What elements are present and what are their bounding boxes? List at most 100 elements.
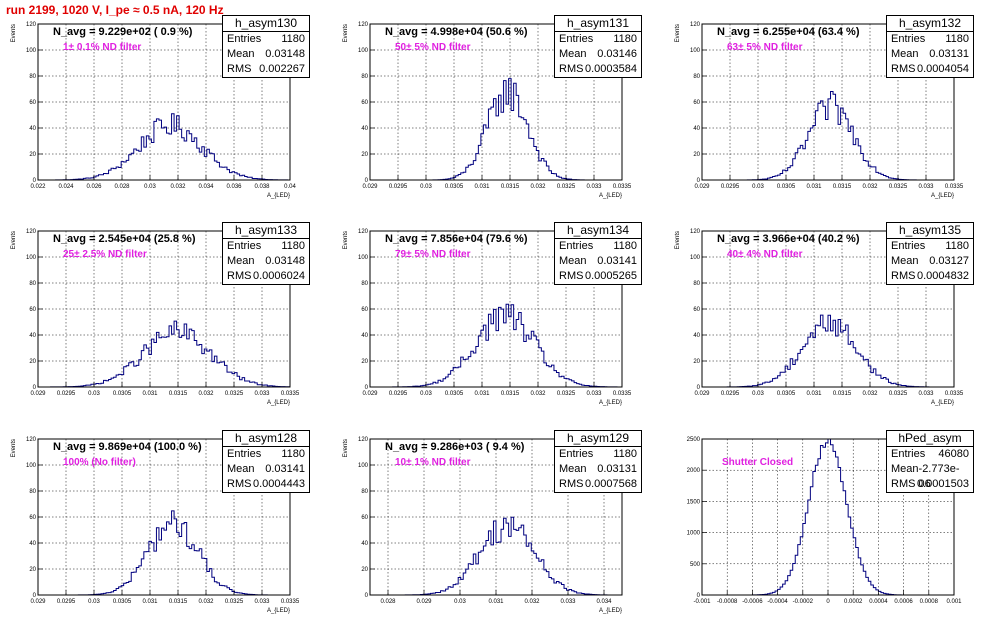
x-tick-label: 0.04 xyxy=(284,184,296,190)
x-tick-label: 0.029 xyxy=(362,391,378,397)
x-tick-label: 0.0006 xyxy=(894,599,913,605)
x-tick-label: 0.0305 xyxy=(113,391,132,397)
y-tick-label: 20 xyxy=(361,359,368,365)
histogram-panel: 0.028 0.029 0.03 0.031 0.032 0.033 0.034 0 20 40 6… xyxy=(332,415,664,622)
navg-label: N_avg = 9.229e+02 ( 0.9 %) xyxy=(53,26,193,38)
stats-row: Entries 46080 xyxy=(887,447,973,462)
y-tick-label: 0 xyxy=(697,593,701,599)
stats-row: Entries 1180 xyxy=(223,32,309,47)
x-tick-label: 0.0305 xyxy=(445,391,464,397)
stats-key: Mean xyxy=(559,255,587,267)
y-axis-title: Events xyxy=(11,24,17,42)
histogram-panel: 0.029 0.0295 0.03 0.0305 0.031 0.0315 0.032 0.0… xyxy=(0,415,332,622)
x-tick-label: 0.0305 xyxy=(777,391,796,397)
stats-row: Entries 1180 xyxy=(555,32,641,47)
y-tick-label: 80 xyxy=(693,74,700,80)
navg-label: N_avg = 9.869e+04 (100.0 %) xyxy=(53,441,202,453)
x-axis-title: A_{LED} xyxy=(267,193,290,199)
x-tick-label: 0.0325 xyxy=(557,184,576,190)
stats-box-title: h_asym130 xyxy=(223,16,309,32)
x-tick-label: 0.0305 xyxy=(113,599,132,605)
y-tick-label: 80 xyxy=(693,281,700,287)
x-tick-label: 0.028 xyxy=(380,599,396,605)
stats-value: 1180 xyxy=(613,33,637,45)
x-tick-label: 0.0315 xyxy=(501,391,520,397)
x-tick-label: 0.03 xyxy=(88,599,100,605)
stats-row: Mean 0.03131 xyxy=(887,47,973,62)
navg-label: N_avg = 6.255e+04 (63.4 %) xyxy=(717,26,860,38)
x-tick-label: 0.0315 xyxy=(833,184,852,190)
histogram-plot: -0.001 -0.0008 -0.0006 -0.0004 -0.0002 0 0.000… xyxy=(687,437,963,605)
y-axis-title: Events xyxy=(675,231,681,249)
stats-key: Mean xyxy=(559,463,587,475)
stats-box-title: h_asym133 xyxy=(223,223,309,239)
y-tick-label: 60 xyxy=(29,307,36,313)
histogram-panel: 0.029 0.0295 0.03 0.0305 0.031 0.0315 0.032 0.0… xyxy=(664,0,996,207)
y-tick-label: 60 xyxy=(693,100,700,106)
stats-row: RMS 0.0004054 xyxy=(887,62,973,77)
stats-value: 1180 xyxy=(281,240,305,252)
stats-key: Entries xyxy=(559,448,594,460)
x-tick-label: 0.0325 xyxy=(889,184,908,190)
y-tick-label: 80 xyxy=(361,74,368,80)
x-tick-label: 0 xyxy=(826,599,830,605)
y-tick-label: 120 xyxy=(690,22,701,28)
filter-label: Shutter Closed xyxy=(722,457,794,468)
x-axis-title: A_{LED} xyxy=(931,193,954,199)
x-tick-label: 0.03 xyxy=(144,184,156,190)
y-tick-label: 40 xyxy=(361,541,368,547)
stats-key: Entries xyxy=(891,240,926,252)
x-tick-label: 0.029 xyxy=(694,184,710,190)
x-tick-label: 0.038 xyxy=(254,184,270,190)
stats-key: RMS xyxy=(891,478,916,490)
y-tick-label: 0 xyxy=(697,385,701,391)
stats-value: 0.03146 xyxy=(597,48,637,60)
x-tick-label: 0.032 xyxy=(862,391,878,397)
x-tick-label: 0.0295 xyxy=(389,184,408,190)
y-tick-label: 0 xyxy=(365,385,369,391)
x-tick-label: 0.03 xyxy=(420,391,432,397)
x-tick-label: 0.0305 xyxy=(445,184,464,190)
y-tick-label: 40 xyxy=(29,541,36,547)
stats-key: Entries xyxy=(227,33,262,45)
x-tick-label: 0.0315 xyxy=(169,391,188,397)
navg-label: N_avg = 9.286e+03 ( 9.4 %) xyxy=(385,441,525,453)
stats-box-title: h_asym135 xyxy=(887,223,973,239)
stats-key: Mean xyxy=(559,48,587,60)
x-tick-label: 0.0325 xyxy=(889,391,908,397)
stats-value: 0.03131 xyxy=(929,48,969,60)
y-tick-label: 120 xyxy=(358,22,369,28)
y-tick-label: 60 xyxy=(29,515,36,521)
stats-key: RMS xyxy=(227,478,252,490)
x-tick-label: 0.03 xyxy=(88,391,100,397)
x-tick-label: 0.0325 xyxy=(557,391,576,397)
x-tick-label: 0.029 xyxy=(30,391,46,397)
x-tick-label: 0.0335 xyxy=(613,391,632,397)
y-tick-label: 40 xyxy=(693,126,700,132)
y-tick-label: 20 xyxy=(693,152,700,158)
stats-row: Entries 1180 xyxy=(223,239,309,254)
stats-value: 1180 xyxy=(613,448,637,460)
stats-value: 1180 xyxy=(945,33,969,45)
stats-value: 1180 xyxy=(613,240,637,252)
y-tick-label: 100 xyxy=(26,463,37,469)
x-axis-title: A_{LED} xyxy=(267,400,290,406)
y-tick-label: 0 xyxy=(365,593,369,599)
stats-value: 0.0001503 xyxy=(917,478,969,490)
x-tick-label: 0.029 xyxy=(362,184,378,190)
y-tick-label: 100 xyxy=(690,48,701,54)
stats-key: Entries xyxy=(227,448,262,460)
stats-key: Mean xyxy=(891,463,919,475)
histogram-line xyxy=(37,320,291,388)
histogram-panel: 0.029 0.0295 0.03 0.0305 0.031 0.0315 0.032 0.0… xyxy=(664,207,996,414)
filter-label: 40± 4% ND filter xyxy=(727,249,803,260)
y-tick-label: 20 xyxy=(29,567,36,573)
histogram-line xyxy=(702,314,954,388)
x-tick-label: 0.0315 xyxy=(833,391,852,397)
stats-value: 1180 xyxy=(945,240,969,252)
x-tick-label: 0.028 xyxy=(114,184,130,190)
y-tick-label: 100 xyxy=(358,463,369,469)
y-tick-label: 100 xyxy=(358,48,369,54)
y-tick-label: 500 xyxy=(690,562,701,568)
x-tick-label: 0.031 xyxy=(806,184,822,190)
